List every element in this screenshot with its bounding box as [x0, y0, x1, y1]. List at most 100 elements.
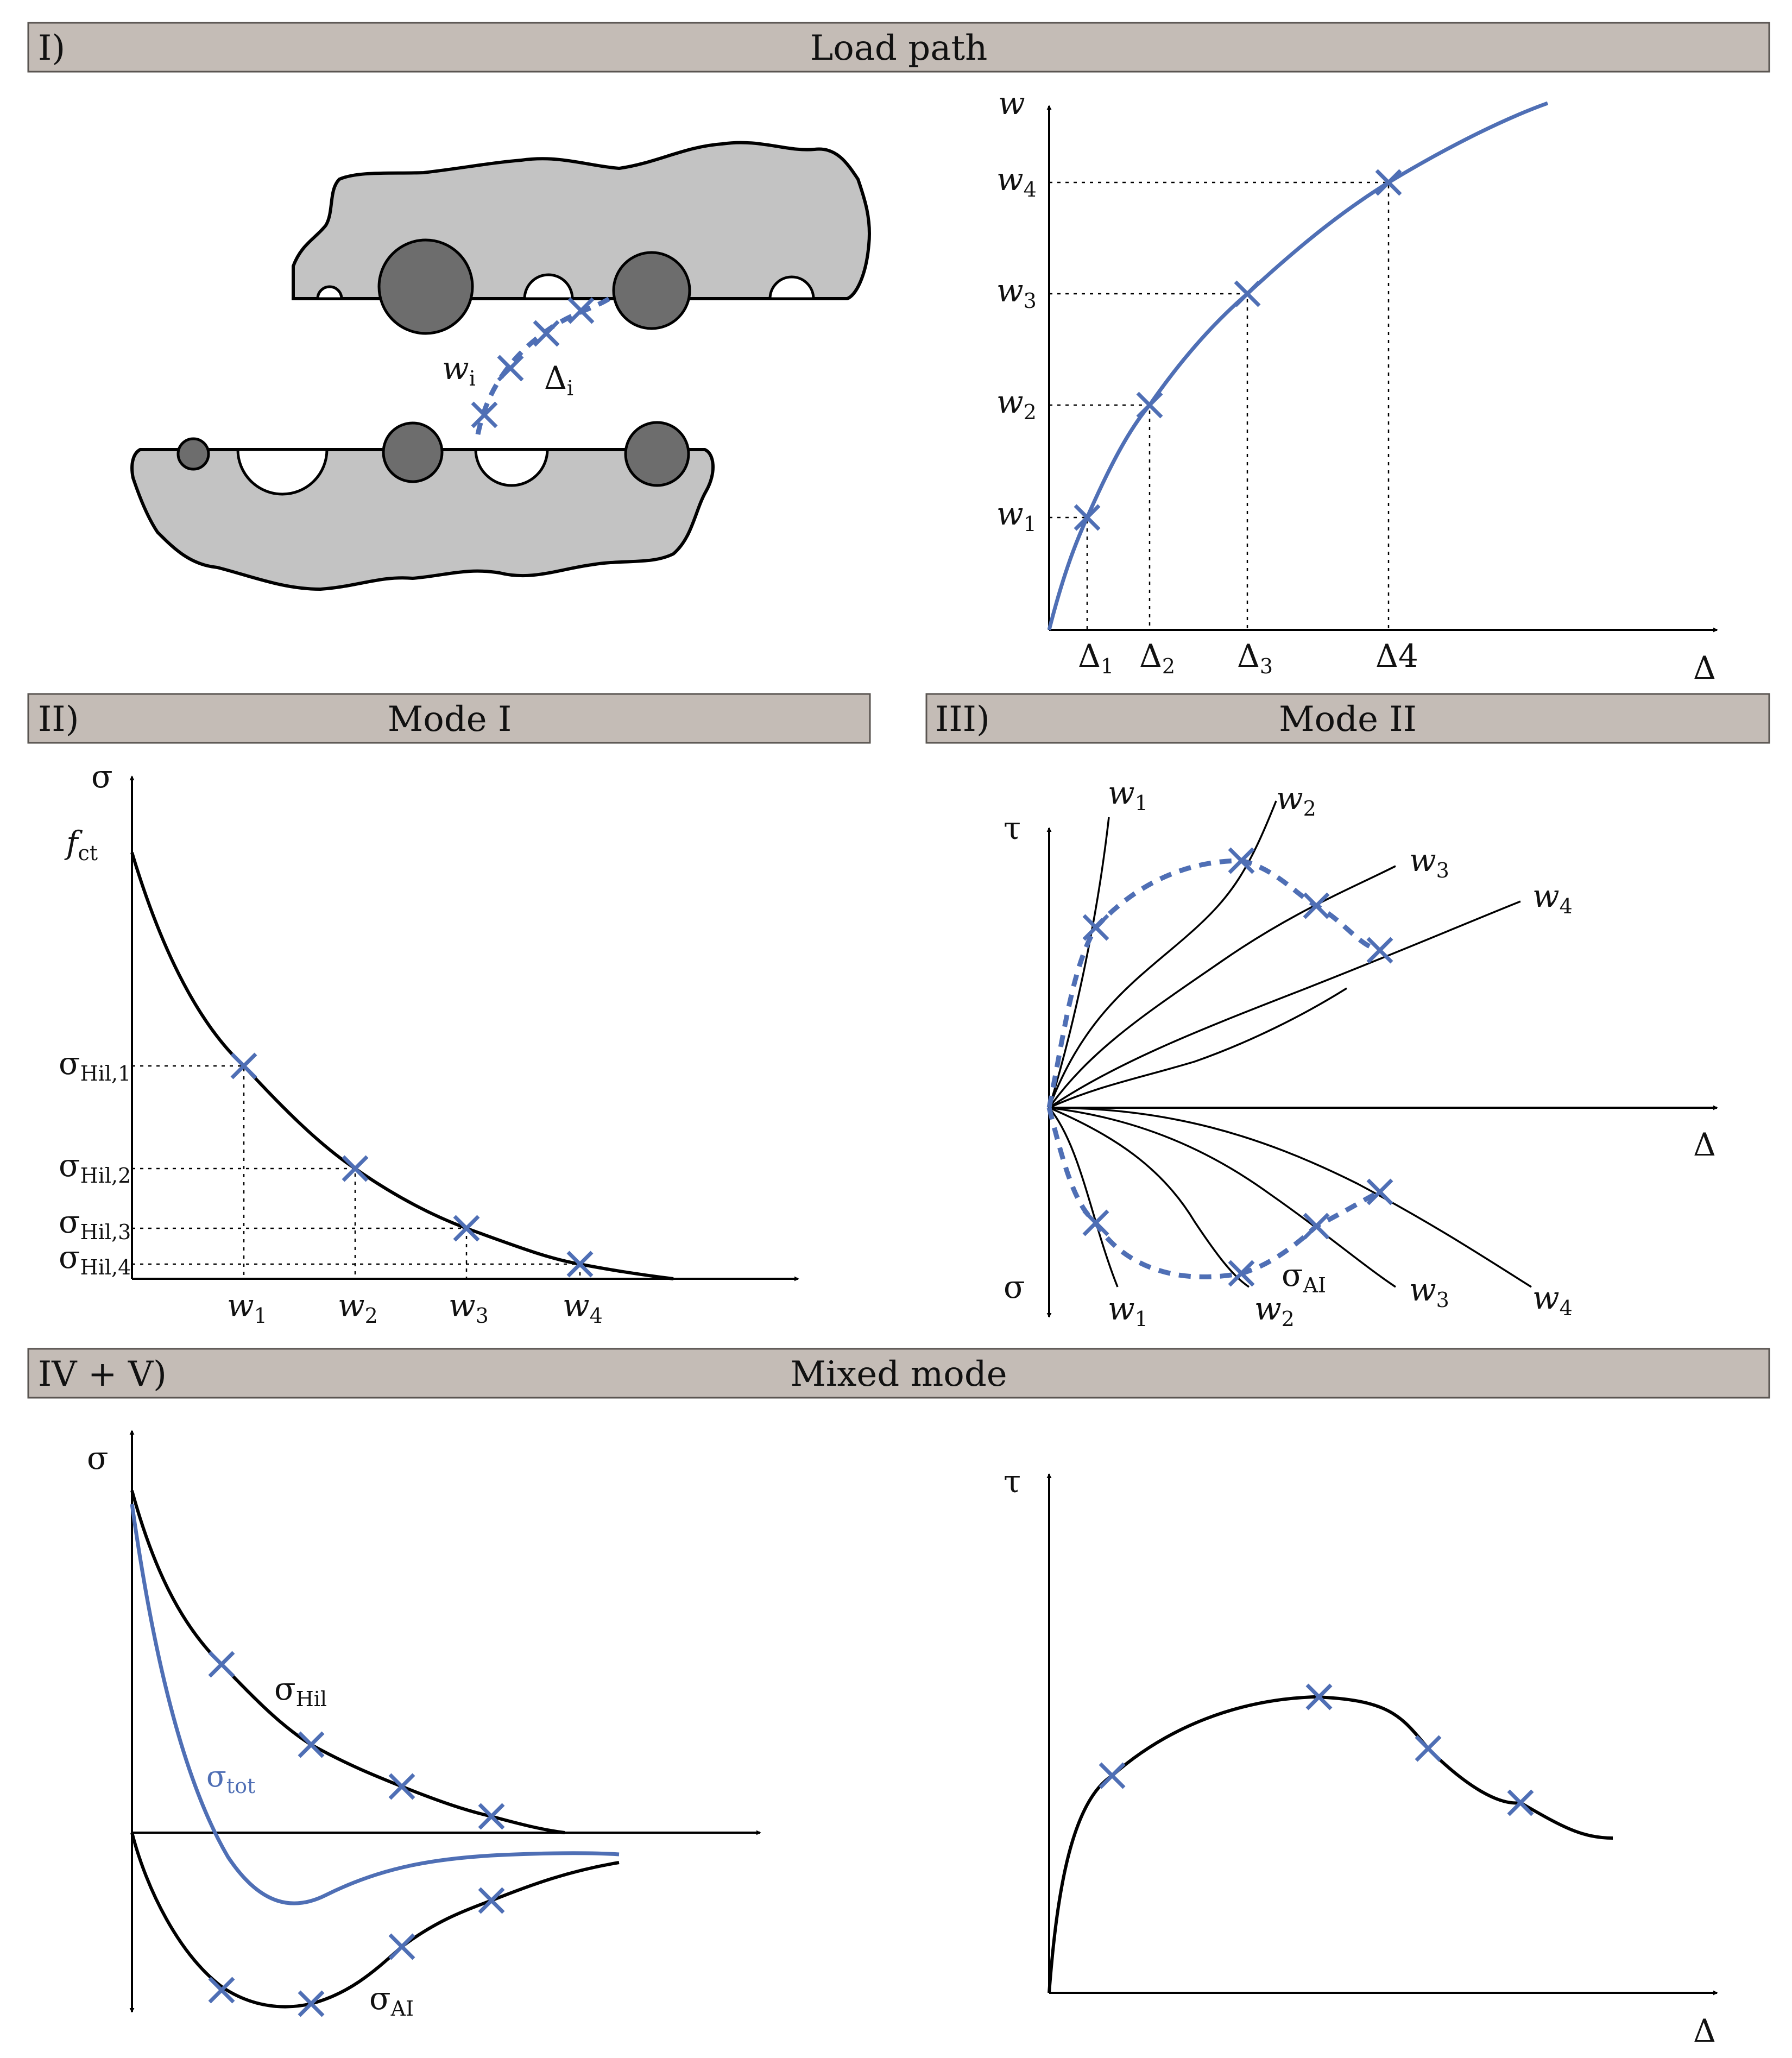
sigma-hil-tick-label: σHil,1 — [59, 1045, 131, 1085]
mode-1-chart: σ fct σHil,1 σHil,2 σHil,3 σHil,4 w1 w2 … — [59, 758, 799, 1328]
load-path-x-label: Δ — [1693, 649, 1716, 686]
mixed-tau-curve — [1048, 1695, 1613, 1993]
sigma-ai-point — [388, 1933, 415, 1960]
mode-1-w-tick-label: w3 — [449, 1287, 489, 1328]
header-mode-2-title: Mode II — [1279, 699, 1417, 740]
load-path-y-label: w — [998, 85, 1025, 122]
mode-1-softening-curve — [130, 852, 674, 1280]
mode-2-point — [1082, 1209, 1109, 1236]
mode-2-curve-label: w4 — [1532, 1279, 1573, 1320]
crack-load-point — [567, 297, 595, 324]
sigma-curve-w4 — [1049, 1107, 1532, 1288]
guide-line — [1049, 404, 1151, 630]
w-tick-label: w1 — [996, 495, 1037, 536]
mode-2-chart: τ σ Δ w1 w2 w3 w4 w1 w2 w3 w4 σAI — [1004, 774, 1718, 1331]
sigma-curve-w3 — [1049, 1107, 1396, 1288]
delta-tick-label: Δ4 — [1375, 637, 1418, 674]
mode-2-upper-envelope — [1046, 858, 1381, 1108]
lower-pore — [474, 448, 549, 487]
sigma-hil-point — [208, 1651, 235, 1678]
sigma-ai-point — [208, 1977, 235, 2004]
mode-2-curve-label: w1 — [1108, 1290, 1148, 1331]
sigma-ai-label: σAI — [1282, 1257, 1326, 1297]
mode-2-point — [1228, 1260, 1255, 1287]
mode-1-point — [566, 1251, 594, 1278]
sigma-ai-point — [478, 1887, 505, 1914]
header-mixed-mode: IV + V) Mixed mode — [27, 1348, 1770, 1399]
mode-2-curve-label: w2 — [1276, 780, 1316, 820]
crack-w-label: wi — [442, 350, 476, 390]
mixed-tau-y-label: τ — [1004, 1463, 1021, 1500]
mode-2-point — [1366, 1178, 1393, 1205]
header-mode-1: II) Mode I — [27, 693, 871, 744]
load-path-point — [1136, 392, 1163, 419]
mode-2-curve-label: w2 — [1254, 1290, 1295, 1331]
sigma-hil-tick-label: σHil,3 — [59, 1203, 131, 1244]
mode-2-curve-label: w1 — [1108, 774, 1148, 815]
header-load-path-title: Load path — [810, 28, 988, 68]
mode-1-point — [230, 1052, 257, 1079]
sigma-tot-curve — [130, 1504, 620, 1905]
lower-aggregate — [176, 437, 210, 471]
lower-aggregate — [382, 421, 444, 483]
header-mode-1-id: II) — [38, 699, 79, 740]
guide-line — [132, 1227, 468, 1279]
sigma-hil-point — [388, 1773, 415, 1800]
sigma-hil-point — [298, 1731, 325, 1758]
crack-load-point — [471, 401, 498, 428]
load-path-point — [1375, 169, 1402, 196]
header-load-path-id: I) — [38, 28, 65, 68]
upper-aggregate — [377, 238, 474, 335]
mixed-tau-point — [1099, 1762, 1126, 1789]
sigma-hil-tick-label: σHil,4 — [59, 1239, 131, 1279]
crack-load-point — [497, 355, 524, 382]
mode-2-point — [1228, 847, 1255, 874]
crack-delta-label: Δi — [544, 359, 573, 400]
delta-tick-label: Δ2 — [1139, 637, 1175, 678]
sigma-hil-point — [478, 1803, 505, 1830]
mode-2-x-label: Δ — [1693, 1126, 1716, 1163]
sigma-tot-label: σtot — [206, 1759, 255, 1798]
mode-1-w-tick-label: w1 — [227, 1287, 267, 1328]
sigma-hil-tick-label: σHil,2 — [59, 1147, 131, 1188]
sigma-hil-curve — [130, 1490, 565, 1834]
delta-tick-label: Δ1 — [1078, 637, 1114, 678]
mode-2-tau-label: τ — [1004, 810, 1021, 847]
upper-pore — [768, 275, 815, 300]
mixed-tau-point — [1305, 1683, 1333, 1710]
mixed-tau-point — [1415, 1735, 1442, 1762]
header-mode-1-title: Mode I — [388, 699, 512, 740]
mixed-sigma-y-label: σ — [87, 1440, 109, 1476]
mode-1-w-tick-label: w4 — [563, 1287, 603, 1328]
upper-pore — [523, 273, 574, 300]
crack-illustration: wi Δi — [130, 141, 871, 591]
mode-2-point — [1303, 892, 1330, 919]
fct-label: fct — [64, 824, 98, 865]
upper-pore — [316, 285, 343, 300]
mixed-tau-point — [1507, 1789, 1534, 1816]
sigma-curve-w1 — [1048, 1107, 1119, 1287]
lower-aggregate — [624, 421, 690, 487]
mode-1-w-tick-label: w2 — [338, 1287, 378, 1328]
header-mode-2: III) Mode II — [925, 693, 1770, 744]
header-mode-2-id: III) — [935, 699, 990, 740]
mixed-tau-x-label: Δ — [1693, 2012, 1716, 2049]
mixed-tau-chart: τ Δ — [1004, 1463, 1718, 2049]
shear-curve-w2 — [1048, 800, 1277, 1108]
shear-curve-w1 — [1048, 817, 1110, 1108]
upper-aggregate — [612, 251, 691, 330]
sigma-ai-curve-label: σAI — [369, 1980, 414, 2021]
mode-2-lower-envelope — [1046, 1107, 1381, 1280]
mode-2-curve-label: w3 — [1409, 1271, 1449, 1312]
mode-1-point — [453, 1215, 480, 1242]
mode-2-curve-label: w3 — [1409, 842, 1449, 882]
load-path-point — [1234, 280, 1261, 307]
sigma-curve-w2 — [1049, 1107, 1250, 1288]
guide-line — [1049, 181, 1390, 630]
lower-pore — [236, 448, 329, 496]
load-path-point — [1074, 504, 1101, 531]
shear-curve-w3 — [1048, 865, 1396, 1109]
shear-curve-base — [1049, 987, 1347, 1109]
shear-curve-w4 — [1049, 900, 1521, 1109]
sigma-ai-point — [298, 1990, 325, 2017]
